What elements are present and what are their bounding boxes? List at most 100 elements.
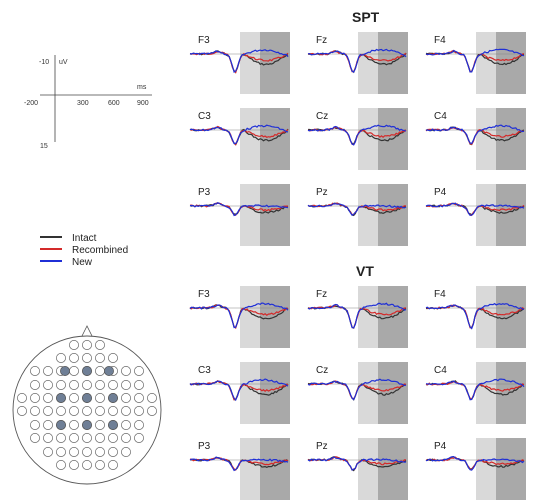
time-window-early <box>358 438 378 500</box>
erp-panel: P4 <box>425 438 526 500</box>
scale-x-tick-4: 900 <box>137 100 149 107</box>
time-window-early <box>240 286 260 348</box>
electrode-site-highlighted <box>108 420 118 430</box>
legend-label-intact: Intact <box>72 233 97 244</box>
waveform-new <box>425 455 525 471</box>
channel-label: Cz <box>316 111 328 122</box>
electrode-site-highlighted <box>56 420 66 430</box>
channel-label: C4 <box>434 111 447 122</box>
erp-panel: F3 <box>189 286 290 348</box>
electrode-site <box>69 447 79 457</box>
electrode-site <box>95 447 105 457</box>
erp-panel: Cz <box>307 362 408 424</box>
erp-panel: P3 <box>189 184 290 246</box>
channel-label: P3 <box>198 187 211 198</box>
waveform-new <box>425 378 525 401</box>
channel-label: P4 <box>434 441 447 452</box>
electrode-site <box>69 460 79 470</box>
waveform-new <box>425 48 525 73</box>
channel-label: Fz <box>316 289 327 300</box>
time-window-early <box>358 108 378 170</box>
waveform-new <box>189 124 289 145</box>
electrode-site <box>134 380 144 390</box>
channel-label: P3 <box>198 441 211 452</box>
electrode-site <box>82 460 92 470</box>
electrode-head-map <box>12 325 162 485</box>
time-window-early <box>358 286 378 348</box>
time-window-late <box>496 438 526 500</box>
electrode-site-highlighted <box>108 393 118 403</box>
electrode-site <box>69 420 79 430</box>
electrode-site <box>69 406 79 416</box>
time-window-early <box>476 184 496 246</box>
legend-label-new: New <box>72 257 93 268</box>
time-window-early <box>240 108 260 170</box>
erp-panel: P4 <box>425 184 526 246</box>
scale-x-tick-3: 600 <box>108 100 120 107</box>
electrode-site <box>134 393 144 403</box>
electrode-site <box>121 393 131 403</box>
electrode-site <box>134 433 144 443</box>
channel-label: Pz <box>316 187 328 198</box>
waveform-new <box>425 202 525 217</box>
erp-panel: C4 <box>425 362 526 424</box>
waveform-new <box>189 302 289 329</box>
erp-panel: Cz <box>307 108 408 170</box>
electrode-site <box>43 433 53 443</box>
electrode-site <box>82 447 92 457</box>
electrode-site <box>121 366 131 376</box>
waveform-new <box>425 302 525 330</box>
time-window-late <box>260 184 290 246</box>
panel-title-vt: VT <box>356 263 374 279</box>
time-window-late <box>378 438 408 500</box>
time-window-early <box>240 438 260 500</box>
scale-x-tick-1: -200 <box>24 100 38 107</box>
time-window-late <box>378 32 408 94</box>
erp-panel: F4 <box>425 32 526 94</box>
electrode-site-highlighted <box>82 393 92 403</box>
waveform-recombined <box>189 457 289 471</box>
erp-panel: Fz <box>307 286 408 348</box>
erp-panel: P3 <box>189 438 290 500</box>
channel-label: Cz <box>316 365 328 376</box>
time-window-early <box>358 184 378 246</box>
erp-panel: C4 <box>425 108 526 170</box>
electrode-site <box>82 353 92 363</box>
electrode-site <box>108 433 118 443</box>
electrode-site <box>43 406 53 416</box>
electrode-site <box>95 366 105 376</box>
electrode-site <box>30 380 40 390</box>
electrode-site <box>121 433 131 443</box>
electrode-site <box>108 460 118 470</box>
electrode-site <box>147 406 157 416</box>
erp-panels: F3 Fz F4 C3 Cz C4 P3 Pz P4 F3 Fz F4 C3 Cz C4 P3 Pz P4 <box>189 32 526 500</box>
electrode-site <box>43 393 53 403</box>
electrode-site <box>108 353 118 363</box>
electrode-site <box>69 353 79 363</box>
electrode-site <box>95 406 105 416</box>
channel-label: Fz <box>316 35 327 46</box>
time-window-late <box>260 362 290 424</box>
erp-panel: Pz <box>307 438 408 500</box>
electrode-site-highlighted <box>82 420 92 430</box>
electrode-site <box>121 380 131 390</box>
channel-label: Pz <box>316 441 328 452</box>
electrode-site <box>69 433 79 443</box>
electrode-site <box>95 460 105 470</box>
electrode-site <box>17 393 27 403</box>
waveform-new <box>307 378 407 401</box>
electrode-site <box>82 380 92 390</box>
electrode-site-highlighted <box>104 366 114 376</box>
electrode-site <box>56 406 66 416</box>
electrode-site <box>30 393 40 403</box>
electrode-site-highlighted <box>60 366 70 376</box>
electrode-site <box>95 340 105 350</box>
waveform-new <box>307 456 407 471</box>
scale-y-tick-top: -10 <box>39 59 49 66</box>
time-window-late <box>496 184 526 246</box>
electrode-site <box>30 366 40 376</box>
electrode-site <box>82 340 92 350</box>
channel-label: P4 <box>434 187 447 198</box>
electrode-site <box>56 380 66 390</box>
